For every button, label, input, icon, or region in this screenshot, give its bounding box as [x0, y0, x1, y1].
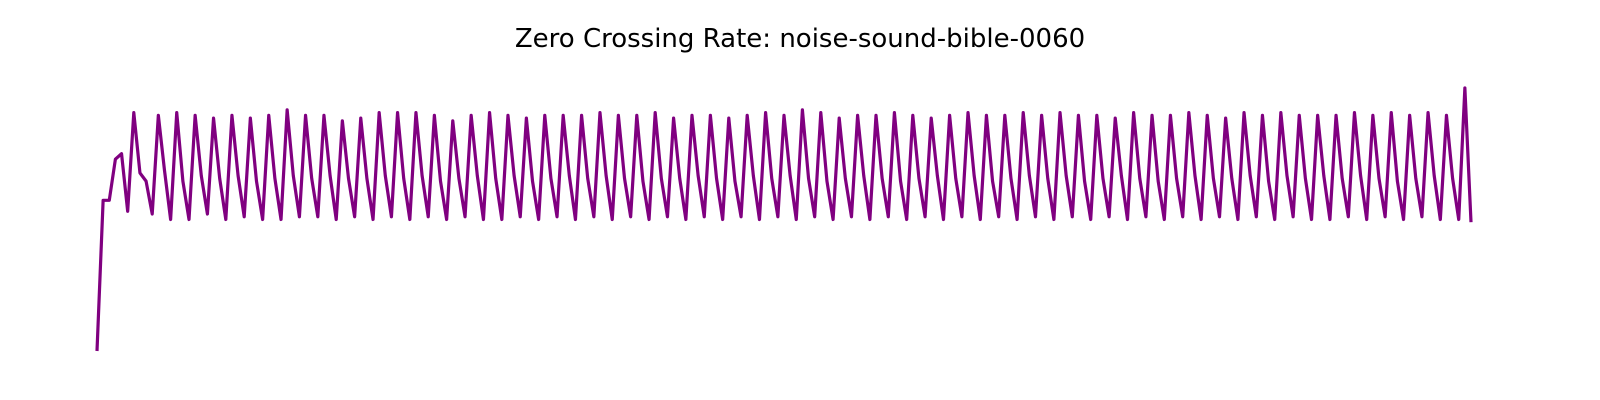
plot-area	[95, 86, 1473, 352]
series-line-zcr	[95, 86, 1473, 352]
chart-title: Zero Crossing Rate: noise-sound-bible-00…	[514, 24, 1086, 54]
